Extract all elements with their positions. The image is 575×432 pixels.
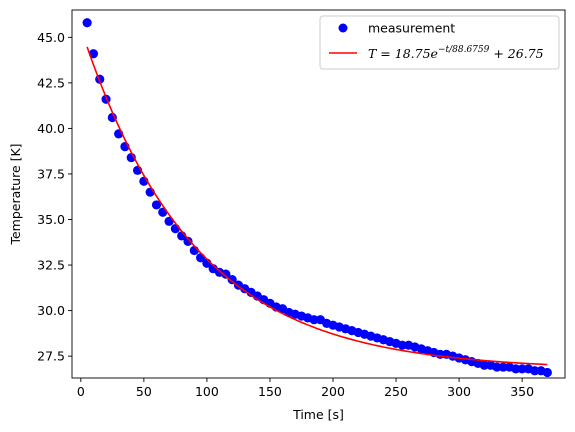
legend-fit-base: e [431, 46, 438, 61]
legend-fit-exponent: −t/88.6759 [438, 45, 490, 55]
measurement-point [517, 364, 527, 374]
measurement-point [107, 112, 117, 123]
x-tick-label: 200 [321, 384, 345, 399]
fit-curve [86, 46, 548, 366]
measurement-point [183, 236, 193, 246]
x-axis-ticks: 0 50 100 150 200 250 300 350 [77, 378, 534, 399]
y-tick-label: 30.0 [37, 303, 65, 318]
x-tick-label: 350 [510, 384, 534, 399]
legend: measurement T = 18.75e−t/88.6759 + 26.75 [319, 15, 560, 70]
y-axis-ticks: 27.5 30.0 32.5 35.0 37.5 40.0 42.5 45.0 [37, 30, 72, 364]
measurement-point [479, 360, 489, 370]
x-tick-label: 0 [77, 384, 85, 399]
measurement-point [227, 275, 237, 285]
y-tick-label: 27.5 [37, 349, 65, 364]
y-axis-label: Temperature [K] [8, 143, 23, 245]
legend-measurement-label: measurement [368, 21, 455, 36]
legend-fit-suffix: + 26.75 [489, 46, 543, 61]
y-tick-label: 42.5 [37, 75, 65, 90]
y-tick-label: 32.5 [37, 258, 65, 273]
measurement-point [511, 364, 521, 374]
measurement-point [397, 340, 407, 350]
y-tick-label: 45.0 [37, 30, 65, 45]
y-tick-label: 35.0 [37, 212, 65, 227]
legend-fit-prefix: T = 18.75 [368, 46, 431, 61]
measurement-point [82, 18, 92, 28]
y-tick-label: 37.5 [37, 166, 65, 181]
plot-area [82, 18, 552, 378]
x-axis-label: Time [s] [292, 407, 344, 422]
x-tick-label: 250 [384, 384, 408, 399]
measurement-point [221, 269, 231, 279]
x-tick-label: 150 [258, 384, 282, 399]
x-tick-label: 50 [136, 384, 152, 399]
measurement-point [492, 362, 502, 372]
legend-box [319, 15, 560, 70]
y-tick-label: 40.0 [37, 121, 65, 136]
x-tick-label: 100 [195, 384, 219, 399]
measurement-point [530, 366, 540, 376]
measurement-point [151, 200, 162, 210]
legend-fit-label: T = 18.75e−t/88.6759 + 26.75 [368, 45, 544, 61]
legend-measurement-marker [338, 23, 348, 33]
measurement-point [309, 315, 319, 325]
x-tick-label: 300 [447, 384, 471, 399]
axes-frame [71, 9, 566, 379]
measurement-point [542, 367, 552, 378]
measurement-point [498, 362, 508, 372]
